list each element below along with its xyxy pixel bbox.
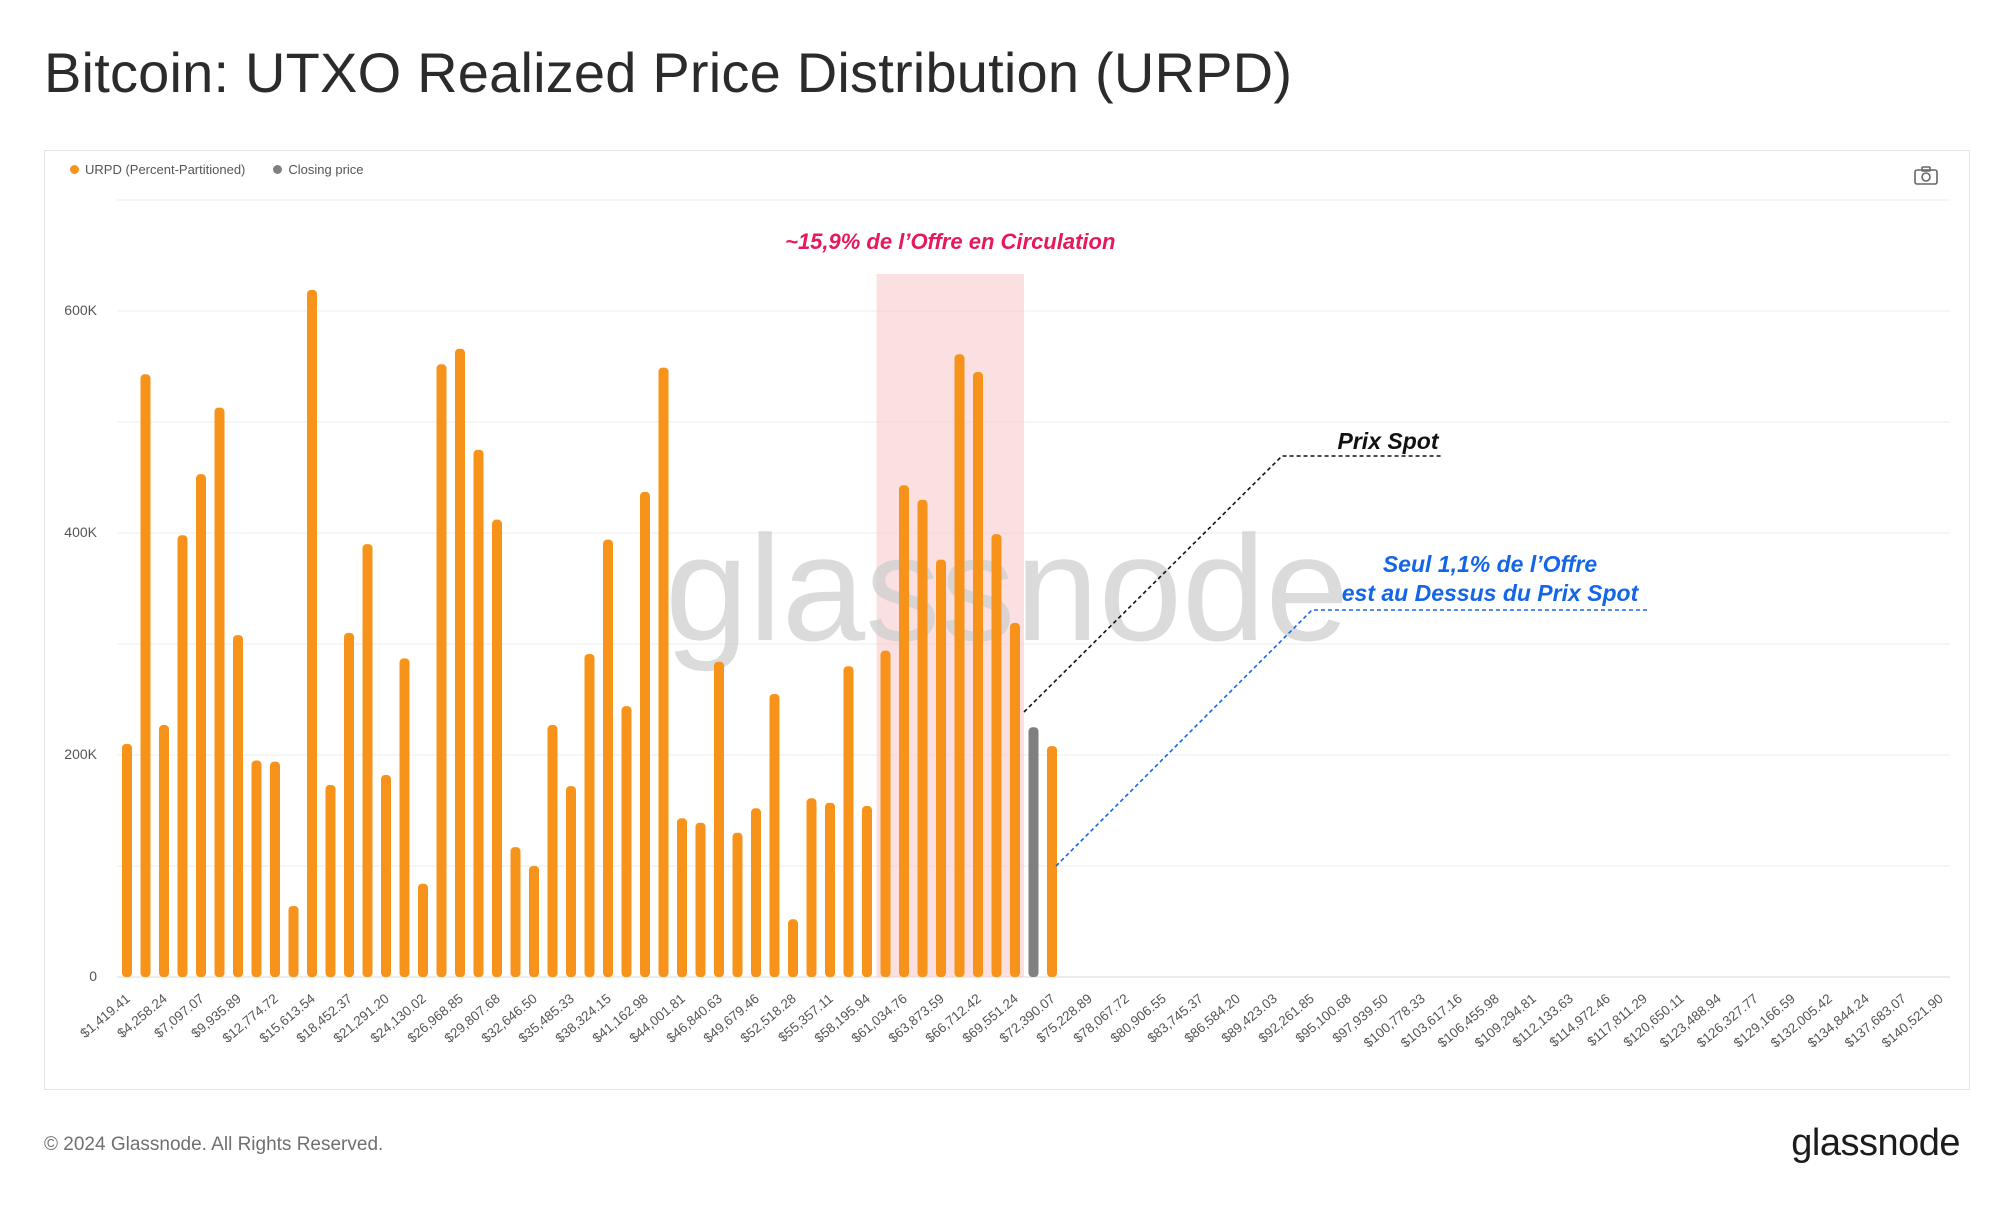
urpd-bar[interactable] bbox=[658, 367, 669, 977]
urpd-bar[interactable] bbox=[233, 635, 243, 977]
urpd-bar[interactable] bbox=[492, 519, 502, 977]
urpd-bar[interactable] bbox=[270, 761, 280, 977]
legend-item-urpd[interactable]: URPD (Percent-Partitioned) bbox=[70, 162, 245, 177]
y-tick-label: 400K bbox=[64, 524, 97, 540]
urpd-bar[interactable] bbox=[936, 559, 946, 977]
urpd-bar[interactable] bbox=[288, 905, 299, 977]
urpd-bar[interactable] bbox=[566, 786, 576, 977]
urpd-bar[interactable] bbox=[251, 760, 262, 977]
grid-lines bbox=[117, 199, 1950, 978]
urpd-bar[interactable] bbox=[973, 372, 983, 977]
urpd-bar[interactable] bbox=[640, 491, 650, 977]
urpd-bar[interactable] bbox=[732, 832, 743, 977]
legend-label-closing: Closing price bbox=[288, 162, 364, 177]
footer-copyright: © 2024 Glassnode. All Rights Reserved. bbox=[44, 1134, 384, 1155]
urpd-bar[interactable] bbox=[381, 774, 391, 977]
urpd-bar[interactable] bbox=[473, 449, 484, 977]
urpd-bar[interactable] bbox=[584, 653, 595, 977]
urpd-bar[interactable] bbox=[122, 743, 132, 977]
urpd-bar[interactable] bbox=[806, 798, 817, 977]
urpd-bar[interactable] bbox=[862, 806, 872, 977]
urpd-bar[interactable] bbox=[714, 661, 724, 977]
closing-price-bar[interactable] bbox=[1028, 727, 1039, 977]
urpd-bar[interactable] bbox=[843, 666, 854, 977]
urpd-bar[interactable] bbox=[214, 407, 225, 977]
legend-label-urpd: URPD (Percent-Partitioned) bbox=[85, 162, 246, 177]
urpd-bar[interactable] bbox=[547, 725, 558, 977]
y-tick-label: 0 bbox=[89, 968, 97, 984]
x-axis-ticks: $1,419.41$4,258.24$7,097.07$9,935.89$12,… bbox=[77, 990, 1946, 1050]
urpd-bar[interactable] bbox=[621, 706, 632, 977]
above-spot-annotation-line1: Seul 1,1% de l’Offre bbox=[1383, 551, 1598, 577]
bars bbox=[122, 289, 1057, 977]
above-spot-annotation-line2: est au Dessus du Prix Spot bbox=[1342, 580, 1640, 606]
y-tick-label: 600K bbox=[64, 302, 97, 318]
urpd-bar[interactable] bbox=[436, 364, 447, 977]
urpd-bar[interactable] bbox=[880, 650, 891, 977]
urpd-bar[interactable] bbox=[917, 499, 928, 977]
urpd-bar[interactable] bbox=[399, 658, 410, 977]
urpd-bar[interactable] bbox=[196, 474, 206, 977]
urpd-bar[interactable] bbox=[510, 847, 521, 977]
urpd-bar[interactable] bbox=[529, 866, 539, 977]
annotations: ~15,9% de l’Offre en Circulation Prix Sp… bbox=[785, 229, 1648, 867]
urpd-bar[interactable] bbox=[177, 535, 188, 977]
urpd-bar[interactable] bbox=[769, 693, 780, 977]
footer-logo: glassnode bbox=[1791, 1122, 1960, 1164]
spot-price-annotation: Prix Spot bbox=[1338, 428, 1440, 454]
watermark: glassnode bbox=[665, 504, 1349, 672]
above-spot-leader-line bbox=[1055, 609, 1648, 867]
highlight-annotation: ~15,9% de l’Offre en Circulation bbox=[785, 229, 1115, 254]
urpd-bar[interactable] bbox=[1047, 746, 1057, 977]
urpd-bar[interactable] bbox=[695, 822, 706, 977]
legend-dot-closing bbox=[273, 165, 283, 174]
urpd-bar[interactable] bbox=[751, 808, 761, 977]
urpd-bar[interactable] bbox=[677, 818, 687, 977]
urpd-bar[interactable] bbox=[1010, 622, 1020, 977]
urpd-bar[interactable] bbox=[991, 534, 1002, 977]
urpd-bar[interactable] bbox=[899, 485, 909, 977]
legend-dot-urpd bbox=[70, 165, 79, 174]
camera-icon[interactable] bbox=[1912, 164, 1940, 188]
legend-item-closing[interactable]: Closing price bbox=[273, 162, 364, 177]
urpd-bar[interactable] bbox=[603, 539, 613, 977]
y-axis-ticks: 0 200K 400K 600K bbox=[64, 302, 97, 984]
urpd-bar[interactable] bbox=[140, 374, 151, 977]
urpd-bar[interactable] bbox=[954, 354, 965, 977]
urpd-bar[interactable] bbox=[307, 289, 317, 977]
urpd-bar[interactable] bbox=[418, 883, 428, 977]
spot-leader-line bbox=[1023, 455, 1442, 713]
urpd-bar[interactable] bbox=[455, 348, 465, 977]
urpd-bar[interactable] bbox=[825, 802, 835, 977]
urpd-bar[interactable] bbox=[159, 725, 169, 977]
chart-legend: URPD (Percent-Partitioned) Closing price bbox=[70, 162, 364, 177]
y-tick-label: 200K bbox=[64, 746, 97, 762]
urpd-bar[interactable] bbox=[344, 632, 354, 977]
page-title: Bitcoin: UTXO Realized Price Distributio… bbox=[44, 41, 1293, 104]
urpd-bar[interactable] bbox=[362, 544, 373, 977]
urpd-bar[interactable] bbox=[788, 919, 798, 977]
urpd-bar[interactable] bbox=[325, 784, 336, 977]
